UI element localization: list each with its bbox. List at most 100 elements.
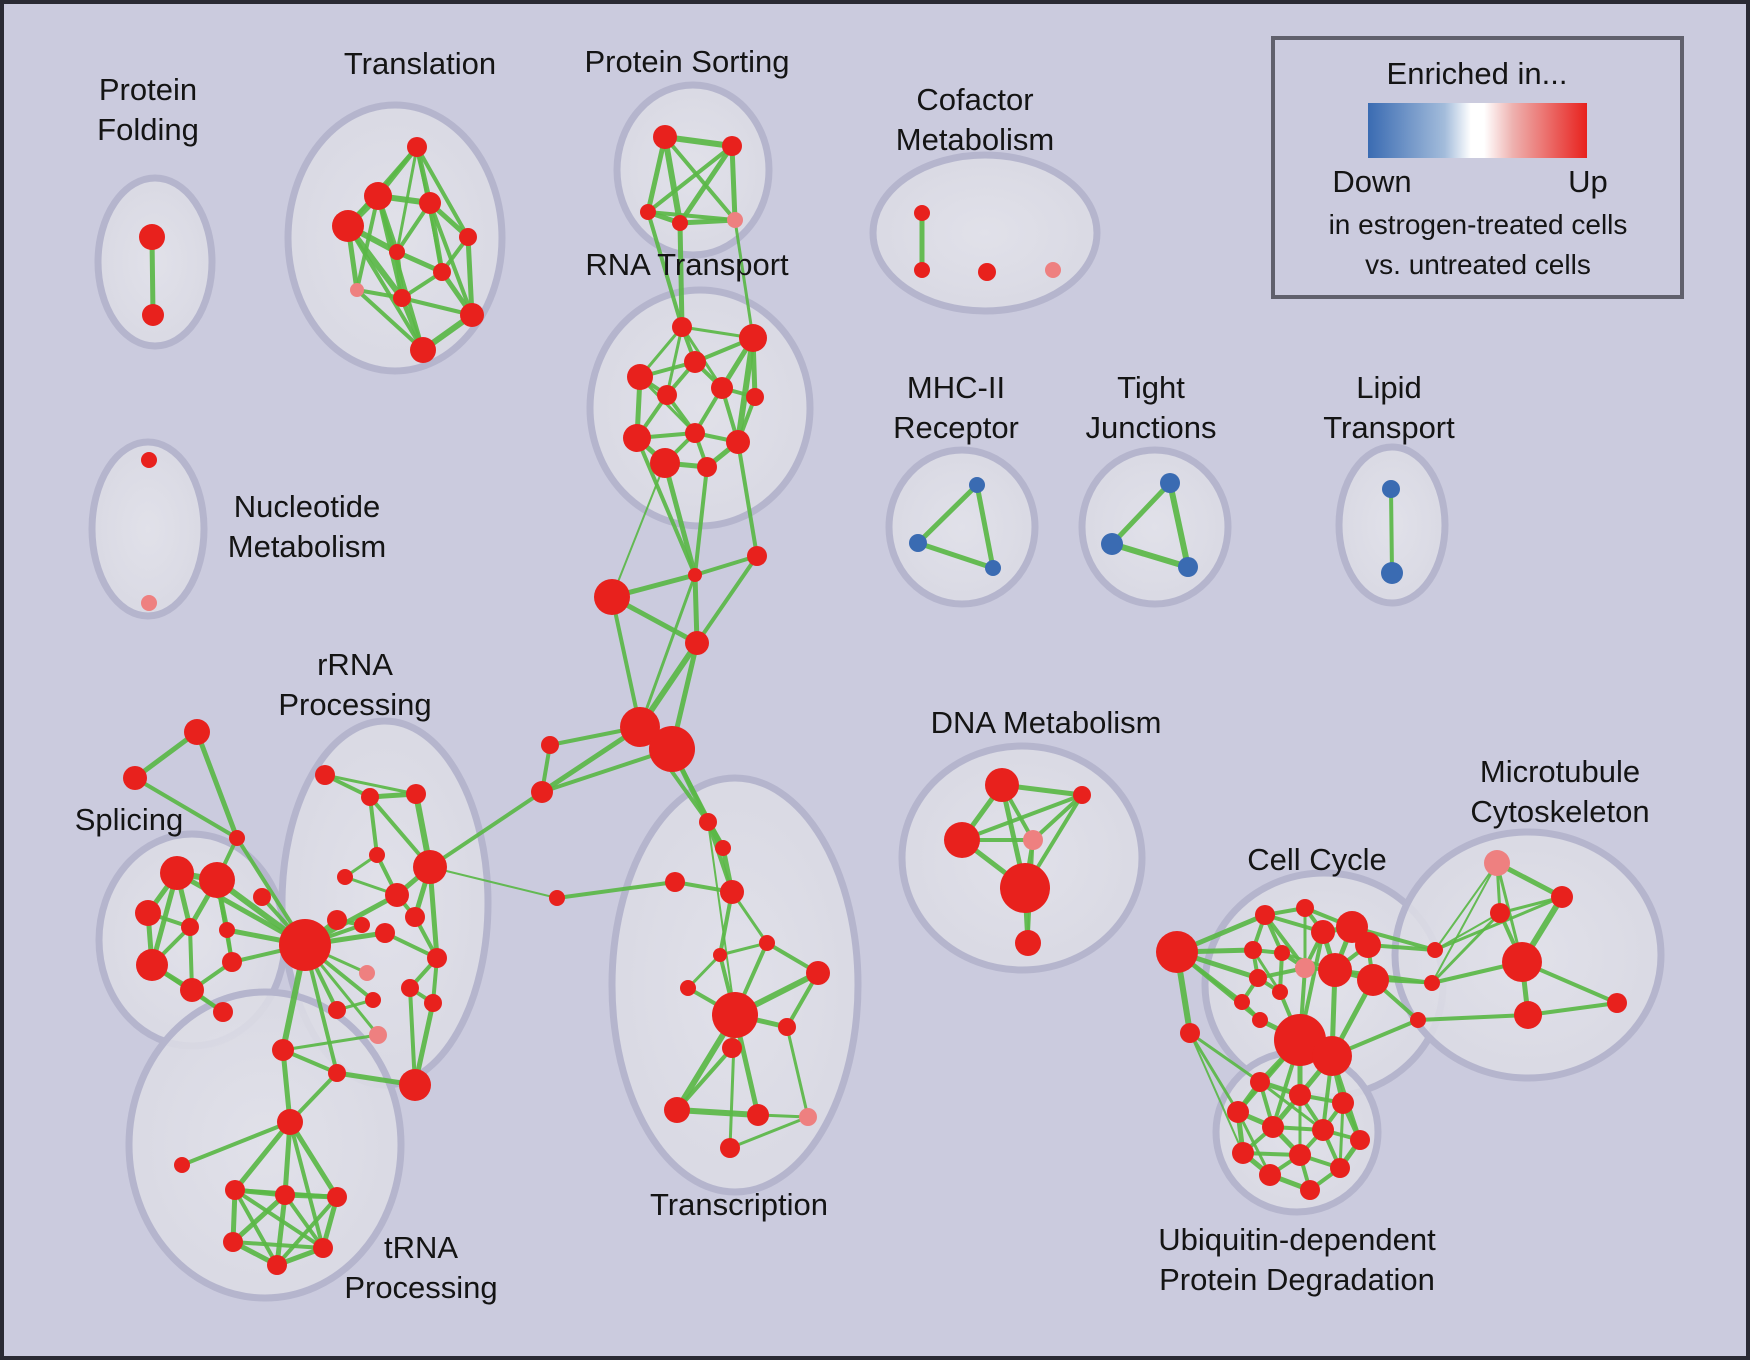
node-TN6[interactable] <box>267 1255 287 1275</box>
node-RT8[interactable] <box>623 424 651 452</box>
node-RT1[interactable] <box>672 317 692 337</box>
node-T7[interactable] <box>433 263 451 281</box>
node-R8[interactable] <box>385 883 409 907</box>
node-CF3[interactable] <box>978 263 996 281</box>
node-TH[interactable] <box>277 1109 303 1135</box>
node-MT1[interactable] <box>1551 886 1573 908</box>
node-R5[interactable] <box>337 869 353 885</box>
node-PF1[interactable] <box>139 224 165 250</box>
node-U10[interactable] <box>1330 1158 1350 1178</box>
node-RH[interactable] <box>279 919 331 971</box>
node-U9[interactable] <box>1289 1144 1311 1166</box>
node-D1[interactable] <box>985 768 1019 802</box>
node-T2[interactable] <box>364 182 392 210</box>
node-L2[interactable] <box>1381 562 1403 584</box>
node-M1[interactable] <box>969 477 985 493</box>
node-TC3[interactable] <box>665 872 685 892</box>
node-TC1[interactable] <box>699 813 717 831</box>
node-UH2[interactable] <box>1312 1036 1352 1076</box>
node-U2[interactable] <box>1289 1084 1311 1106</box>
node-CC10[interactable] <box>1355 932 1381 958</box>
node-R9[interactable] <box>327 910 347 930</box>
node-M3[interactable] <box>985 560 1001 576</box>
node-U8[interactable] <box>1232 1142 1254 1164</box>
node-TC14[interactable] <box>720 1138 740 1158</box>
node-TN5[interactable] <box>313 1238 333 1258</box>
node-R12[interactable] <box>375 923 395 943</box>
node-RT12[interactable] <box>697 457 717 477</box>
node-N2[interactable] <box>141 595 157 611</box>
node-R17[interactable] <box>424 994 442 1012</box>
node-TN3[interactable] <box>327 1187 347 1207</box>
node-TC9[interactable] <box>778 1018 796 1036</box>
node-CC6[interactable] <box>1274 945 1290 961</box>
node-SL2[interactable] <box>531 781 553 803</box>
node-U7[interactable] <box>1350 1130 1370 1150</box>
node-BH1[interactable] <box>620 707 660 747</box>
node-TC12[interactable] <box>747 1104 769 1126</box>
node-MT3[interactable] <box>1514 1001 1542 1029</box>
node-TI[interactable] <box>174 1157 190 1173</box>
node-R16[interactable] <box>365 992 381 1008</box>
node-SPB[interactable] <box>123 766 147 790</box>
node-C2[interactable] <box>747 546 767 566</box>
node-TC4[interactable] <box>720 880 744 904</box>
node-RT6[interactable] <box>711 377 733 399</box>
node-CC8[interactable] <box>1249 969 1267 987</box>
node-U11[interactable] <box>1259 1164 1281 1186</box>
node-TJ1[interactable] <box>1160 473 1180 493</box>
node-CC3[interactable] <box>1311 920 1335 944</box>
node-S1[interactable] <box>160 856 194 890</box>
node-RT3[interactable] <box>684 351 706 373</box>
node-RT4[interactable] <box>627 364 653 390</box>
node-R18[interactable] <box>328 1001 346 1019</box>
node-S9[interactable] <box>213 1002 233 1022</box>
node-R14[interactable] <box>359 965 375 981</box>
node-T10[interactable] <box>460 303 484 327</box>
node-TC6[interactable] <box>759 935 775 951</box>
node-R15[interactable] <box>401 979 419 997</box>
node-TR0[interactable] <box>272 1039 294 1061</box>
node-S8[interactable] <box>222 952 242 972</box>
node-R10[interactable] <box>405 907 425 927</box>
node-BR1[interactable] <box>1427 942 1443 958</box>
node-U4[interactable] <box>1227 1101 1249 1123</box>
node-TJ2[interactable] <box>1101 533 1123 555</box>
node-TR0b[interactable] <box>328 1064 346 1082</box>
node-N1[interactable] <box>141 452 157 468</box>
node-L1[interactable] <box>1382 480 1400 498</box>
node-CC14[interactable] <box>1272 984 1288 1000</box>
node-T11[interactable] <box>410 337 436 363</box>
node-S3[interactable] <box>135 900 161 926</box>
node-TN4[interactable] <box>223 1232 243 1252</box>
node-PS4[interactable] <box>672 215 688 231</box>
node-PS2[interactable] <box>722 136 742 156</box>
node-TC5[interactable] <box>713 948 727 962</box>
node-TN2[interactable] <box>275 1185 295 1205</box>
node-U1[interactable] <box>1250 1072 1270 1092</box>
node-RT5[interactable] <box>657 385 677 405</box>
node-C1[interactable] <box>688 568 702 582</box>
node-R4[interactable] <box>369 847 385 863</box>
node-T6[interactable] <box>389 244 405 260</box>
node-TC7[interactable] <box>680 980 696 996</box>
node-TC8[interactable] <box>806 961 830 985</box>
node-U12[interactable] <box>1300 1180 1320 1200</box>
node-PF2[interactable] <box>142 304 164 326</box>
node-R3[interactable] <box>406 784 426 804</box>
node-RT10[interactable] <box>726 430 750 454</box>
node-PS5[interactable] <box>727 212 743 228</box>
node-CC11[interactable] <box>1357 964 1389 996</box>
node-T8[interactable] <box>350 283 364 297</box>
node-U5[interactable] <box>1262 1116 1284 1138</box>
node-C4[interactable] <box>685 631 709 655</box>
node-TJ3[interactable] <box>1178 557 1198 577</box>
node-CCA[interactable] <box>1180 1023 1200 1043</box>
node-R6[interactable] <box>413 850 447 884</box>
node-MT4[interactable] <box>1607 993 1627 1013</box>
node-S4[interactable] <box>181 918 199 936</box>
node-SL3[interactable] <box>549 890 565 906</box>
node-MP[interactable] <box>1484 850 1510 876</box>
node-D6[interactable] <box>1015 930 1041 956</box>
node-PS3[interactable] <box>640 204 656 220</box>
